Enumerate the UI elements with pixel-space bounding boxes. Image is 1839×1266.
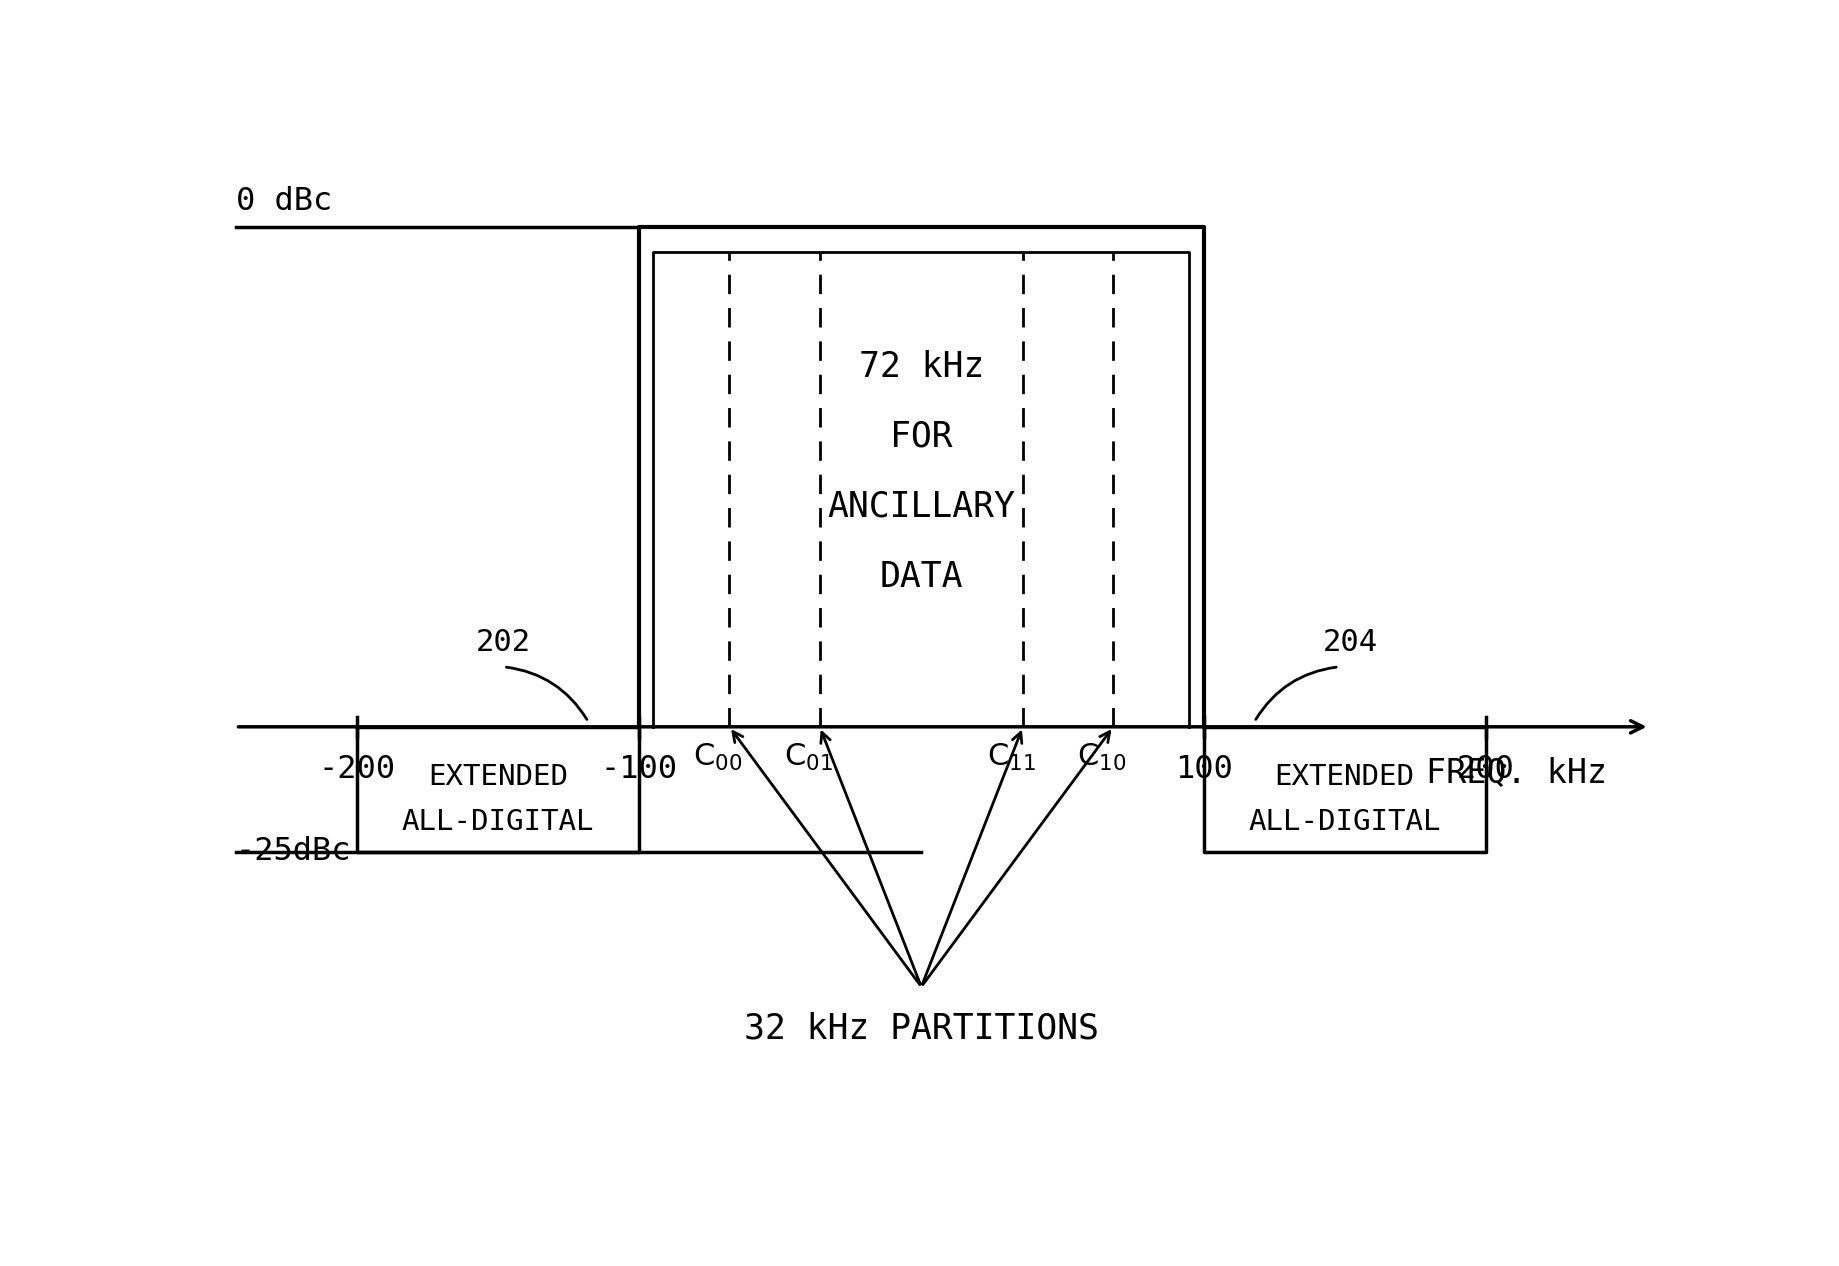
Text: 32 kHz PARTITIONS: 32 kHz PARTITIONS [745,1012,1098,1046]
Text: DATA: DATA [879,560,964,594]
Text: FOR: FOR [890,420,953,454]
Text: 100: 100 [1175,755,1232,785]
Text: FREQ. kHz: FREQ. kHz [1425,757,1607,790]
Text: $\mathregular{C_{10}}$: $\mathregular{C_{10}}$ [1078,742,1127,774]
Text: ANCILLARY: ANCILLARY [828,490,1015,524]
Text: 72 kHz: 72 kHz [859,349,984,384]
Text: $\mathregular{C_{00}}$: $\mathregular{C_{00}}$ [693,742,743,774]
Text: -25dBc: -25dBc [235,837,351,867]
Text: EXTENDED: EXTENDED [1274,763,1414,791]
Text: -200: -200 [318,755,395,785]
Text: EXTENDED: EXTENDED [428,763,568,791]
Text: 202: 202 [476,628,531,657]
Text: $\mathregular{C_{01}}$: $\mathregular{C_{01}}$ [783,742,833,774]
Text: -100: -100 [601,755,677,785]
Text: ALL-DIGITAL: ALL-DIGITAL [1249,808,1442,836]
Text: 0 dBc: 0 dBc [235,186,331,216]
Text: 200: 200 [1456,755,1515,785]
Text: $\mathregular{C_{11}}$: $\mathregular{C_{11}}$ [988,742,1035,774]
Text: 204: 204 [1322,628,1377,657]
Text: ALL-DIGITAL: ALL-DIGITAL [401,808,594,836]
